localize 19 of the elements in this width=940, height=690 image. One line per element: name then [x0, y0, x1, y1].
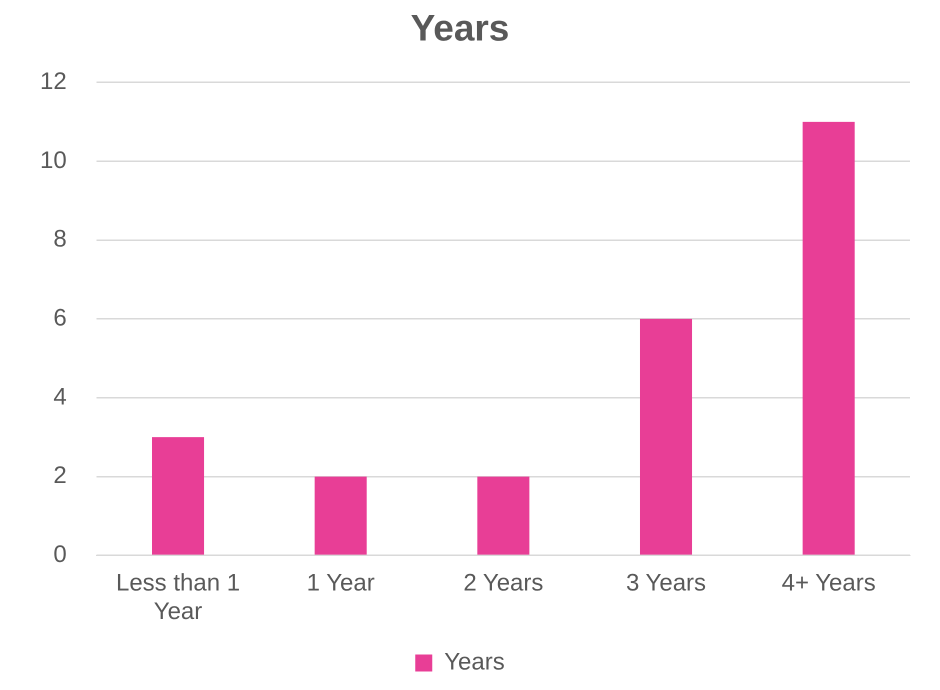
bar	[640, 318, 692, 555]
y-tick-label: 6	[53, 304, 67, 332]
y-tick-label: 12	[40, 68, 67, 96]
chart-title: Years	[410, 7, 510, 48]
bar	[802, 122, 855, 555]
x-tick-label: 2 Years	[463, 569, 544, 596]
y-tick-label: 10	[40, 146, 67, 174]
bar	[314, 476, 367, 555]
y-tick-label: 2	[53, 462, 67, 490]
y-tick-label: 8	[53, 226, 67, 253]
x-tick-label: 4+ Years	[782, 569, 876, 596]
y-tick-label: 0	[53, 541, 67, 568]
x-tick-label: 1 Year	[306, 569, 375, 596]
bar	[152, 437, 204, 555]
x-tick-label: Less than 1 Year	[116, 569, 240, 626]
x-tick-label: 3 Years	[626, 569, 706, 596]
y-tick-label: 4	[53, 383, 67, 410]
legend-label: Years	[444, 648, 505, 676]
bar	[477, 476, 530, 555]
